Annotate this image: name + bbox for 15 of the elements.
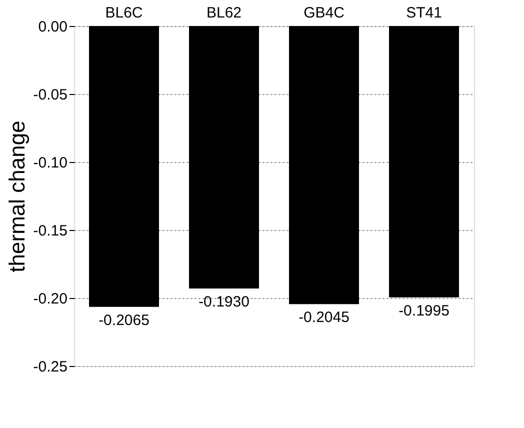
- data-label: -0.2045: [298, 309, 350, 326]
- x-tick-label: BL6C: [105, 4, 143, 22]
- y-tick-label: 0.00: [38, 18, 68, 36]
- y-tick-label: -0.15: [33, 222, 68, 240]
- x-tick-label: GB4C: [304, 4, 345, 22]
- data-label: -0.2065: [98, 312, 150, 329]
- data-label: -0.1930: [198, 293, 250, 310]
- data-label: -0.1995: [398, 302, 450, 320]
- x-tick-label: BL62: [206, 4, 242, 22]
- y-axis-title: thermal change: [4, 120, 30, 272]
- y-tick-label: -0.20: [33, 290, 68, 308]
- y-tick-label: -0.10: [33, 154, 68, 172]
- y-tick-label: -0.25: [33, 358, 68, 376]
- y-tick-label: -0.05: [33, 86, 68, 104]
- x-tick-label: ST41: [406, 4, 442, 22]
